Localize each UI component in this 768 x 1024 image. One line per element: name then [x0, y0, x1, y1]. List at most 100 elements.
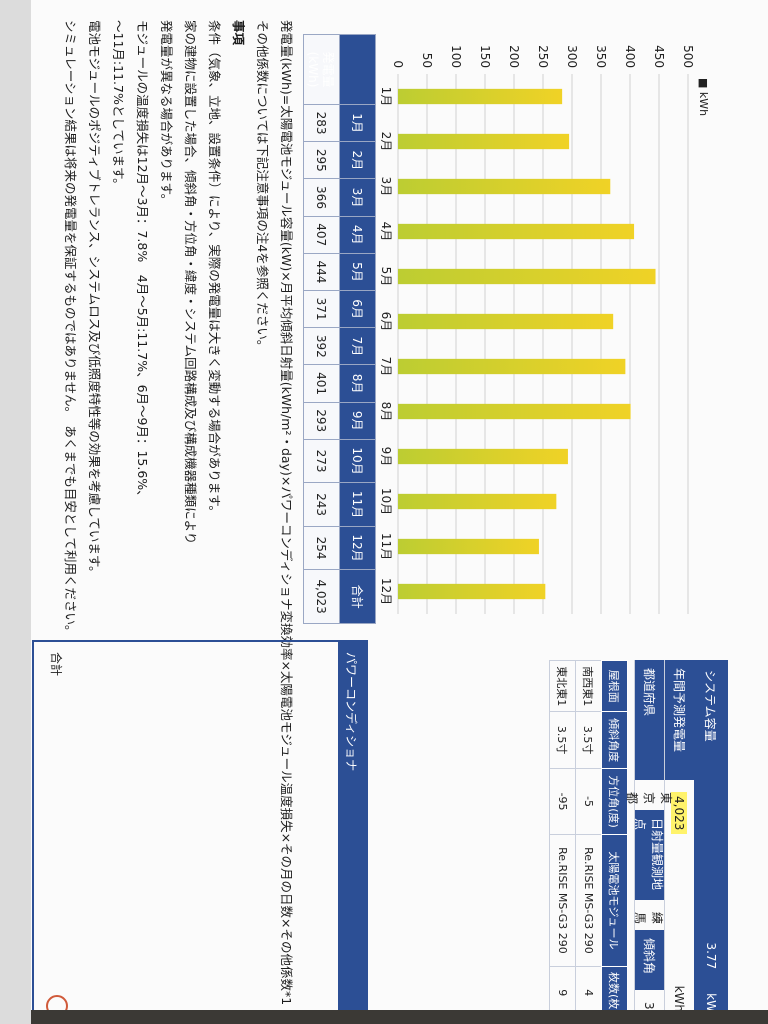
month-header: 11月	[339, 482, 376, 527]
location-row: 都道府県 東京都 日射量観測地点 練馬 傾斜角 30	[625, 660, 673, 1020]
month-header: 5月	[339, 253, 376, 291]
y-tick-label: 0	[391, 60, 405, 68]
power-conditioner-title: パワーコンディショナ	[338, 642, 366, 1018]
annual-generation-row: 年間予測発電量 4,023 kWh	[664, 660, 694, 1020]
generation-value: 295	[303, 141, 340, 179]
x-tick-label: 4月	[379, 222, 393, 242]
bar	[398, 403, 631, 420]
y-tick-label: 50	[420, 53, 434, 68]
table-row: 南西東1 3.5寸 -5 Re.RISE MS-G3 290 4	[575, 660, 602, 1020]
table-row: 東北東1 3.5寸 -95 Re.RISE MS-G3 290 9	[549, 660, 576, 1020]
bar	[398, 358, 626, 375]
x-tick-label: 9月	[379, 447, 393, 467]
power-conditioner-total-label: 合計	[49, 652, 63, 677]
bar	[398, 583, 546, 600]
prefecture-label: 都道府県	[635, 660, 664, 780]
x-tick-label: 10月	[379, 488, 393, 515]
roof-cell: 南西東1	[575, 660, 602, 712]
x-tick-label: 7月	[379, 357, 393, 377]
array-table: 屋根面 傾斜角度 方位角(度) 太陽電池モジュール 枚数(枚) 南西東1 3.5…	[549, 660, 628, 1020]
generation-value: 392	[303, 327, 340, 365]
generation-value: 371	[303, 290, 340, 328]
y-tick-label: 200	[507, 45, 521, 68]
y-tick-label: 100	[449, 45, 463, 68]
x-tick-label: 5月	[379, 267, 393, 287]
total-header: 合計	[339, 569, 376, 624]
month-header: 12月	[339, 526, 376, 570]
bar	[398, 448, 568, 465]
x-tick-label: 8月	[379, 402, 393, 422]
system-info-panel: システム容量 3.77 kW 年間予測発電量 4,023 kWh 都道府県 東京…	[398, 660, 728, 1020]
monthly-generation-chart: 0 50 100 150 200 250 300 350 400 450 500 ■ kWh 1月 2月 3…	[379, 34, 718, 634]
y-tick-label: 150	[478, 45, 492, 68]
month-header: 10月	[339, 439, 376, 483]
generation-value: 243	[303, 482, 340, 527]
under-page	[0, 0, 31, 1024]
generation-value: 254	[303, 526, 340, 570]
generation-value: 273	[303, 439, 340, 483]
system-capacity-value: 3.77	[704, 942, 718, 970]
table-corner	[339, 34, 376, 105]
month-header: 8月	[339, 364, 376, 403]
month-header-row: 1月 2月 3月 4月 5月 6月 7月 8月 9月 10月 11月 12月 合計	[339, 34, 376, 624]
col-module: 太陽電池モジュール	[601, 834, 628, 967]
row-label: 発電量(kWh)	[303, 34, 340, 105]
month-header: 2月	[339, 141, 376, 179]
generation-value: 283	[303, 104, 340, 142]
bar	[398, 223, 635, 240]
x-tick-label: 12月	[379, 578, 393, 605]
month-header: 4月	[339, 216, 376, 254]
bar	[398, 88, 563, 105]
slope-label: 傾斜角	[635, 930, 664, 990]
y-tick-label: 450	[652, 45, 666, 68]
y-tick-label: 400	[623, 45, 637, 68]
azimuth-cell: -5	[575, 768, 602, 835]
x-tick-label: 11月	[379, 533, 393, 560]
bar	[398, 178, 611, 195]
annual-unit: kWh	[672, 985, 687, 1012]
x-tick-label: 1月	[379, 87, 393, 107]
roof-cell: 東北東1	[549, 660, 576, 712]
observation-value: 練馬	[633, 912, 665, 925]
observation-label: 日射量観測地点	[634, 810, 665, 900]
month-header: 3月	[339, 178, 376, 217]
monthly-generation-table: 1月 2月 3月 4月 5月 6月 7月 8月 9月 10月 11月 12月 合計 発電量(kWh) 2…	[303, 34, 376, 624]
generation-value: 293	[303, 402, 340, 440]
unit-label: ■ kWh	[697, 78, 710, 116]
x-tick-label: 6月	[379, 312, 393, 332]
month-header: 7月	[339, 327, 376, 365]
module-cell: Re.RISE MS-G3 290	[549, 834, 576, 967]
bar	[398, 268, 656, 285]
module-cell: Re.RISE MS-G3 290	[575, 834, 602, 967]
power-conditioner-panel: パワーコンディショナ 合計	[32, 640, 368, 1020]
bar-chart-svg: 0 50 100 150 200 250 300 350 400 450 500■ kWh 1月 2月 3…	[379, 45, 710, 614]
month-header: 9月	[339, 402, 376, 440]
generation-value: 444	[303, 253, 340, 291]
month-header: 1月	[339, 104, 376, 142]
x-tick-label: 3月	[379, 177, 393, 197]
angle-cell: 3.5寸	[549, 711, 576, 769]
bar	[398, 133, 570, 150]
system-capacity-row: システム容量 3.77 kW	[694, 660, 728, 1020]
y-tick-label: 500	[681, 45, 695, 68]
angle-cell: 3.5寸	[575, 711, 602, 769]
bar	[398, 313, 614, 330]
col-angle: 傾斜角度	[601, 711, 628, 769]
month-header: 6月	[339, 290, 376, 328]
prefecture-value: 東京都	[625, 792, 673, 805]
generation-value: 366	[303, 178, 340, 217]
azimuth-cell: -95	[549, 768, 576, 835]
y-tick-label: 350	[594, 45, 608, 68]
annual-label: 年間予測発電量	[665, 660, 694, 780]
col-roof: 屋根面	[601, 660, 628, 712]
system-capacity-label: システム容量	[703, 670, 718, 742]
generation-value-row: 発電量(kWh) 283 295 366 407 444 371 392 401 293 273 2…	[303, 34, 340, 624]
generation-value: 401	[303, 364, 340, 403]
y-tick-label: 250	[536, 45, 550, 68]
bar	[398, 538, 539, 555]
total-value: 4,023	[303, 569, 340, 624]
x-tick-label: 2月	[379, 132, 393, 152]
bar	[398, 493, 557, 510]
page-edge-shadow	[31, 1010, 768, 1024]
